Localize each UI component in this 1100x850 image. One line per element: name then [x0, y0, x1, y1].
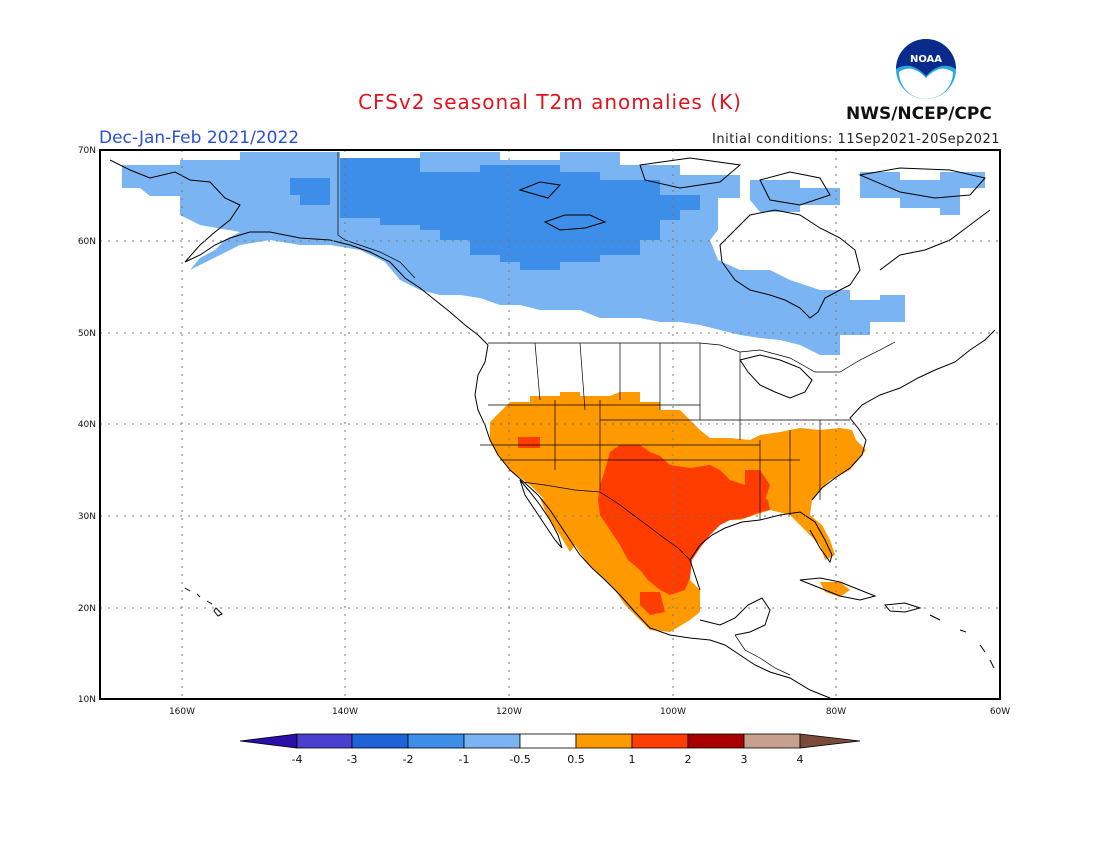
lat-label: 50N: [78, 329, 96, 339]
warm-anomaly-mid-se: [745, 470, 770, 505]
cold-anomaly-light-baffin: [750, 180, 840, 212]
map-frame: [99, 149, 1001, 700]
arctic-islands-2: [858, 167, 986, 199]
colorbar-label: 3: [741, 753, 748, 766]
gulf-coast: [689, 511, 833, 591]
colorbar-arrow-low: [239, 733, 298, 749]
colorbar-cell: [631, 733, 689, 749]
hawaii: [184, 587, 223, 617]
cold-anomaly-mid-west: [290, 178, 330, 205]
colorbar-arrow-high: [799, 733, 861, 749]
noaa-logo: NOAA: [896, 39, 956, 99]
colorbar-label: 4: [797, 753, 804, 766]
colorbar-label: -3: [347, 753, 358, 766]
colorbar-cell: [463, 733, 521, 749]
colorbar-cell: [351, 733, 409, 749]
warm-anomaly-mid-sw: [518, 437, 540, 448]
west-coast: [474, 344, 831, 699]
warm-anomaly-mid-south: [640, 592, 665, 615]
arctic-islands-1: [759, 171, 831, 206]
lat-label: 70N: [78, 146, 96, 156]
us-canada-border: [488, 341, 896, 373]
colorbar: [239, 733, 861, 749]
colorbar-cell: [407, 733, 465, 749]
lon-label: 160W: [169, 707, 195, 717]
great-lakes: [739, 354, 813, 399]
lon-label: 140W: [332, 707, 358, 717]
colorbar-cell: [687, 733, 745, 749]
central-america-borders: [734, 634, 791, 676]
baja: [519, 479, 563, 549]
logo-text: NOAA: [910, 54, 942, 65]
warm-anomaly-mid: [598, 445, 770, 595]
state-lines-3: [554, 400, 821, 520]
lon-label: 100W: [660, 707, 686, 717]
political-borders: [337, 152, 896, 676]
hudson-bay: [719, 209, 861, 319]
colorbar-labels: -4 -3 -2 -1 -0.5 0.5 1 2 3 4: [292, 753, 804, 766]
colorbar-label: -2: [403, 753, 414, 766]
hispaniola: [884, 602, 922, 613]
lon-label: 80W: [826, 707, 846, 717]
colorbar-label: -0.5: [509, 753, 530, 766]
colorbar-cell: [575, 733, 633, 749]
yucatan: [699, 597, 771, 636]
lat-label: 10N: [78, 695, 96, 705]
lon-label: 60W: [990, 707, 1010, 717]
colorbar-cell: [296, 733, 353, 749]
colorbar-label: 2: [685, 753, 692, 766]
state-lines-1: [534, 342, 741, 440]
alaska-canada-border: [337, 152, 416, 279]
state-lines-2: [480, 404, 850, 461]
arctic-islands-3: [639, 157, 742, 189]
cold-anomaly-light-arctic: [860, 172, 985, 215]
great-bear-lake: [518, 181, 562, 199]
colorbar-label: -4: [292, 753, 303, 766]
colorbar-label: 0.5: [567, 753, 585, 766]
warm-anomaly-regions: [490, 392, 866, 632]
colorbar-cell: [519, 733, 577, 749]
us-mexico-border: [521, 481, 691, 561]
lat-label: 20N: [78, 604, 96, 614]
lat-label: 40N: [78, 420, 96, 430]
longitude-labels: 160W 140W 120W 100W 80W 60W: [169, 707, 1010, 717]
organization-label: NWS/NCEP/CPC: [846, 104, 992, 124]
labrador: [879, 209, 991, 271]
latitude-labels: 70N 60N 50N 40N 30N 20N 10N: [78, 146, 96, 705]
chart-title: CFSv2 seasonal T2m anomalies (K): [358, 90, 742, 114]
warm-anomaly-light-baja: [540, 498, 575, 552]
cold-anomaly-mid: [340, 158, 700, 270]
lon-label: 120W: [496, 707, 522, 717]
initial-conditions-label: Initial conditions: 11Sep2021-20Sep2021: [712, 132, 1000, 147]
colorbar-label: 1: [629, 753, 636, 766]
cuba: [799, 577, 877, 601]
east-coast: [811, 329, 996, 501]
lat-label: 60N: [78, 237, 96, 247]
coastlines: [109, 157, 996, 699]
cold-anomaly-regions: [122, 152, 985, 355]
season-label: Dec-Jan-Feb 2021/2022: [99, 128, 300, 148]
colorbar-cell: [743, 733, 801, 749]
great-slave-lake: [543, 214, 607, 231]
graticule: [100, 150, 1000, 699]
alaska-coast: [109, 159, 489, 346]
lat-label: 30N: [78, 512, 96, 522]
caribbean-islands: [929, 614, 995, 669]
warm-anomaly-light-cuba: [820, 582, 850, 597]
colorbar-label: -1: [459, 753, 470, 766]
